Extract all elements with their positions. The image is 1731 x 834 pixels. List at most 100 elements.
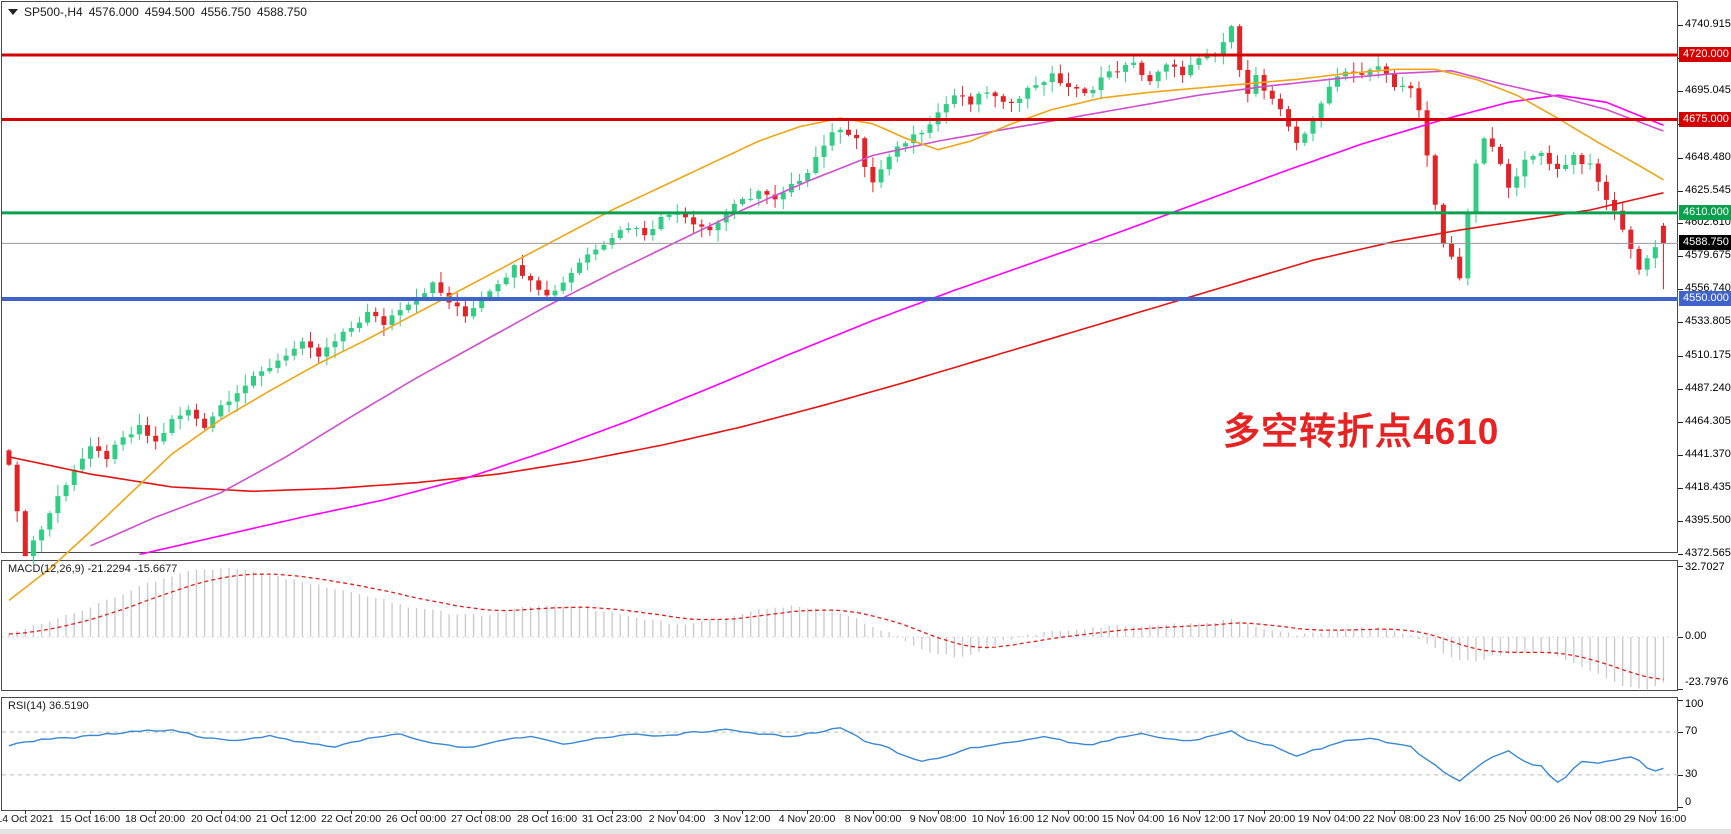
price-tick-dash [1678, 455, 1683, 456]
time-tick [416, 810, 417, 814]
rsi-tick-label: 0 [1685, 796, 1692, 808]
time-tick [807, 810, 808, 814]
symbol-collapse-icon[interactable] [8, 9, 18, 15]
price-tick-dash [1678, 91, 1683, 92]
time-tick [25, 810, 26, 814]
time-label: 31 Oct 23:00 [581, 813, 643, 825]
time-tick [1199, 810, 1200, 814]
macd-tick-dash [1678, 689, 1683, 690]
symbol-timeframe: SP500-,H4 [24, 5, 83, 19]
price-tick-label: 4372.565 [1685, 547, 1731, 559]
price-tick-label: 4579.675 [1685, 249, 1731, 261]
price-level-badge: 4588.750 [1679, 235, 1731, 250]
price-tick-label: 4695.045 [1685, 84, 1731, 96]
time-label: 19 Nov 04:00 [1297, 813, 1361, 825]
time-tick [351, 810, 352, 814]
price-tick-dash [1678, 488, 1683, 489]
price-tick-dash [1678, 289, 1683, 290]
time-tick [1329, 810, 1330, 814]
price-tick-label: 4464.305 [1685, 415, 1731, 427]
price-tick-dash [1678, 356, 1683, 357]
time-tick [1003, 810, 1004, 814]
rsi-tick-label: 70 [1685, 725, 1698, 737]
time-label: 25 Nov 00:00 [1493, 813, 1557, 825]
chart-header: SP500-,H4 4576.000 4594.500 4556.750 458… [8, 5, 307, 19]
price-tick-dash [1678, 422, 1683, 423]
time-tick [612, 810, 613, 814]
time-tick [90, 810, 91, 814]
time-tick [1655, 810, 1656, 814]
price-tick-dash [1678, 322, 1683, 323]
price-tick-label: 4533.805 [1685, 315, 1731, 327]
time-label: 18 Oct 20:00 [124, 813, 186, 825]
price-level-badge: 4610.000 [1679, 205, 1731, 220]
time-tick [1068, 810, 1069, 814]
rsi-tick-dash [1678, 732, 1683, 733]
time-label: 3 Nov 12:00 [713, 813, 771, 825]
price-tick-dash [1678, 191, 1683, 192]
price-level-badge: 4720.000 [1679, 47, 1731, 62]
price-level-badge: 4675.000 [1679, 112, 1731, 127]
time-tick [677, 810, 678, 814]
price-tick-dash [1678, 158, 1683, 159]
price-tick-dash [1678, 389, 1683, 390]
rsi-tick-label: 100 [1685, 698, 1704, 710]
time-tick [481, 810, 482, 814]
time-tick [221, 810, 222, 814]
ohlc-low: 4556.750 [200, 5, 251, 19]
macd-label: MACD(12,26,9) -21.2294 -15.6677 [8, 563, 178, 575]
main-chart-panel[interactable] [1, 1, 1678, 553]
rsi-tick-dash [1678, 807, 1683, 808]
macd-tick-dash [1678, 566, 1683, 567]
time-tick [742, 810, 743, 814]
annotation-text: 多空转折点4610 [1223, 411, 1500, 452]
price-level-badge: 4550.000 [1679, 291, 1731, 306]
time-label: 14 Oct 2021 [0, 813, 54, 825]
rsi-panel[interactable] [1, 697, 1678, 811]
macd-tick-dash [1678, 637, 1683, 638]
price-tick-dash [1678, 554, 1683, 555]
time-label: 28 Oct 16:00 [516, 813, 578, 825]
price-tick-label: 4648.480 [1685, 151, 1731, 163]
rsi-label: RSI(14) 36.5190 [8, 700, 89, 712]
time-tick [1590, 810, 1591, 814]
time-label: 12 Nov 00:00 [1036, 813, 1100, 825]
time-label: 2 Nov 04:00 [648, 813, 706, 825]
price-tick-label: 4395.500 [1685, 514, 1731, 526]
time-tick [1459, 810, 1460, 814]
time-label: 26 Nov 08:00 [1558, 813, 1622, 825]
ohlc-open: 4576.000 [88, 5, 139, 19]
time-tick [1133, 810, 1134, 814]
price-tick-dash [1678, 25, 1683, 26]
time-label: 10 Nov 16:00 [971, 813, 1035, 825]
time-tick [286, 810, 287, 814]
macd-panel[interactable] [1, 560, 1678, 691]
time-label: 17 Nov 20:00 [1232, 813, 1296, 825]
price-tick-label: 4740.915 [1685, 18, 1731, 30]
rsi-tick-dash [1678, 775, 1683, 776]
time-label: 15 Nov 04:00 [1101, 813, 1165, 825]
ohlc-close: 4588.750 [256, 5, 307, 19]
time-label: 22 Oct 20:00 [320, 813, 382, 825]
time-tick [938, 810, 939, 814]
window-footer-strip [0, 829, 1731, 834]
time-label: 29 Nov 16:00 [1623, 813, 1687, 825]
price-tick-dash [1678, 521, 1683, 522]
time-label: 27 Oct 08:00 [450, 813, 512, 825]
rsi-tick-label: 30 [1685, 768, 1698, 780]
time-label: 4 Nov 20:00 [778, 813, 836, 825]
time-tick [547, 810, 548, 814]
price-tick-dash [1678, 223, 1683, 224]
time-label: 22 Nov 08:00 [1362, 813, 1426, 825]
time-tick [873, 810, 874, 814]
time-tick [1525, 810, 1526, 814]
time-tick [1394, 810, 1395, 814]
time-tick [1264, 810, 1265, 814]
time-label: 8 Nov 00:00 [844, 813, 902, 825]
time-label: 9 Nov 08:00 [909, 813, 967, 825]
price-tick-dash [1678, 256, 1683, 257]
macd-tick-label: 32.7027 [1685, 561, 1725, 573]
macd-tick-label: 0.00 [1685, 630, 1707, 642]
time-label: 20 Oct 04:00 [190, 813, 252, 825]
